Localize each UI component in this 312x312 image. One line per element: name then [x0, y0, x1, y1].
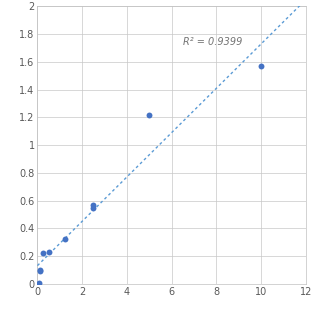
- Point: [259, 63, 264, 68]
- Point: [41, 251, 46, 256]
- Text: R² = 0.9399: R² = 0.9399: [183, 37, 242, 47]
- Point: [37, 280, 41, 285]
- Point: [91, 205, 96, 210]
- Point: [46, 250, 51, 255]
- Point: [91, 202, 96, 207]
- Point: [38, 269, 43, 274]
- Point: [63, 237, 68, 242]
- Point: [38, 268, 43, 273]
- Point: [147, 112, 152, 117]
